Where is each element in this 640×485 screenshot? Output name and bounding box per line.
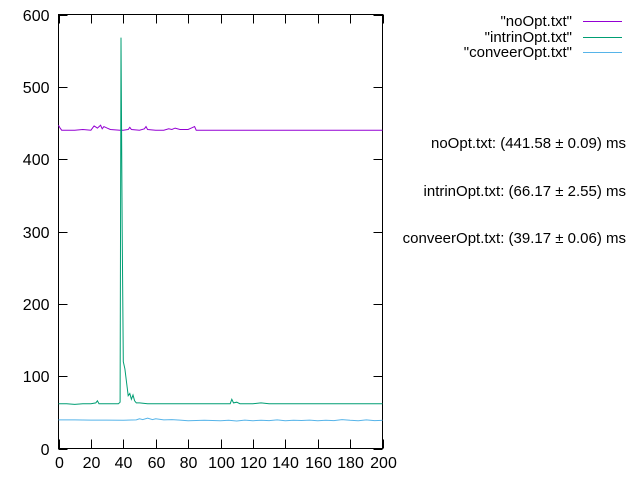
legend: "noOpt.txt" "intrinOpt.txt" "conveerOpt.… [464,13,622,61]
legend-label-conveeropt: "conveerOpt.txt" [464,44,572,61]
y-tick-label: 0 [41,442,50,459]
series-line [58,124,383,131]
series-lines [58,37,383,422]
legend-label-intrinopt: "intrinOpt.txt" [485,29,572,46]
y-tick-label: 400 [23,152,50,169]
legend-label-noopt: "noOpt.txt" [500,13,572,30]
x-tick-label: 200 [370,455,397,472]
annotation-conveeropt: conveerOpt.txt: (39.17 ± 0.06) ms [403,230,626,247]
annotation-intrinopt: intrinOpt.txt: (66.17 ± 2.55) ms [424,183,626,200]
x-tick-label: 0 [55,455,64,472]
series-line [58,37,383,405]
x-tick-label: 20 [83,455,101,472]
x-tick-label: 80 [180,455,198,472]
x-tick-label: 40 [115,455,133,472]
plot-frame [58,14,383,449]
y-axis: 0 100 200 300 400 500 600 [23,8,383,459]
x-tick-label: 60 [148,455,166,472]
x-tick-label: 140 [272,455,299,472]
y-tick-label: 300 [23,225,50,242]
x-tick-label: 120 [240,455,267,472]
y-tick-label: 600 [23,8,50,25]
x-tick-label: 100 [208,455,235,472]
annotation-noopt: noOpt.txt: (441.58 ± 0.09) ms [431,135,626,152]
series-line [58,417,383,422]
x-tick-label: 180 [337,455,364,472]
y-tick-label: 200 [23,297,50,314]
x-tick-label: 160 [305,455,332,472]
annotations: noOpt.txt: (441.58 ± 0.09) ms intrinOpt.… [403,135,626,247]
y-tick-label: 100 [23,369,50,386]
x-axis: 0 20 40 60 80 100 120 140 160 180 200 [55,14,397,472]
y-tick-label: 500 [23,80,50,97]
